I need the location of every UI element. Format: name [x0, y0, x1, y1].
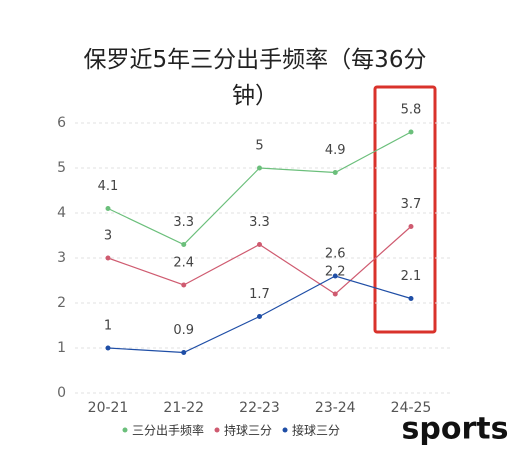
data-label: 0.9 [173, 323, 194, 338]
y-tick-label: 3 [57, 250, 66, 266]
data-label: 3.7 [401, 197, 422, 212]
y-tick-label: 2 [57, 295, 66, 311]
data-label: 5.8 [401, 103, 422, 118]
legend-marker [122, 427, 128, 433]
chart-title: 保罗近5年三分出手频率（每36分钟） [83, 47, 427, 109]
data-point [332, 170, 338, 175]
data-label: 2.1 [401, 269, 422, 284]
data-label: 3.3 [249, 215, 270, 230]
data-label: 2.4 [173, 256, 194, 271]
data-point [408, 129, 414, 135]
series-line [107, 226, 412, 295]
data-point [105, 206, 111, 211]
data-point [181, 350, 187, 355]
y-tick-label: 1 [57, 340, 66, 356]
y-tick-label: 4 [57, 205, 66, 221]
data-label: 1.7 [249, 287, 270, 302]
data-label: 2.2 [325, 265, 346, 280]
x-tick-label: 22-23 [239, 400, 280, 416]
legend-label: 接球三分 [292, 423, 340, 438]
x-tick-label: 23-24 [315, 400, 356, 416]
data-point [257, 242, 262, 247]
data-point [181, 242, 187, 247]
data-point [408, 224, 414, 229]
data-point [332, 273, 338, 279]
data-label: 4.1 [98, 179, 119, 194]
legend-label: 持球三分 [224, 423, 272, 438]
data-point [105, 255, 111, 261]
legend-label: 三分出手频率 [132, 423, 204, 438]
highlight-box [373, 85, 437, 334]
y-tick-label: 6 [57, 115, 66, 131]
data-label: 3 [104, 229, 112, 244]
data-label: 5 [255, 139, 263, 154]
data-label: 3.3 [173, 215, 194, 230]
x-tick-label: 24-25 [391, 400, 432, 416]
legend-marker [214, 427, 220, 433]
data-label: 4.9 [325, 143, 346, 158]
y-tick-label: 0 [57, 385, 66, 401]
watermark: sports [402, 412, 509, 447]
data-label: 1 [104, 319, 112, 334]
x-tick-label: 21-22 [163, 400, 204, 416]
data-point [257, 314, 262, 319]
data-point [257, 165, 262, 171]
y-tick-label: 5 [57, 160, 66, 176]
data-point [408, 296, 414, 301]
data-point [105, 345, 111, 351]
legend-marker [282, 427, 288, 433]
data-point [181, 282, 187, 288]
data-label: 2.6 [325, 247, 346, 262]
data-point [332, 291, 338, 297]
x-tick-label: 20-21 [88, 400, 129, 416]
